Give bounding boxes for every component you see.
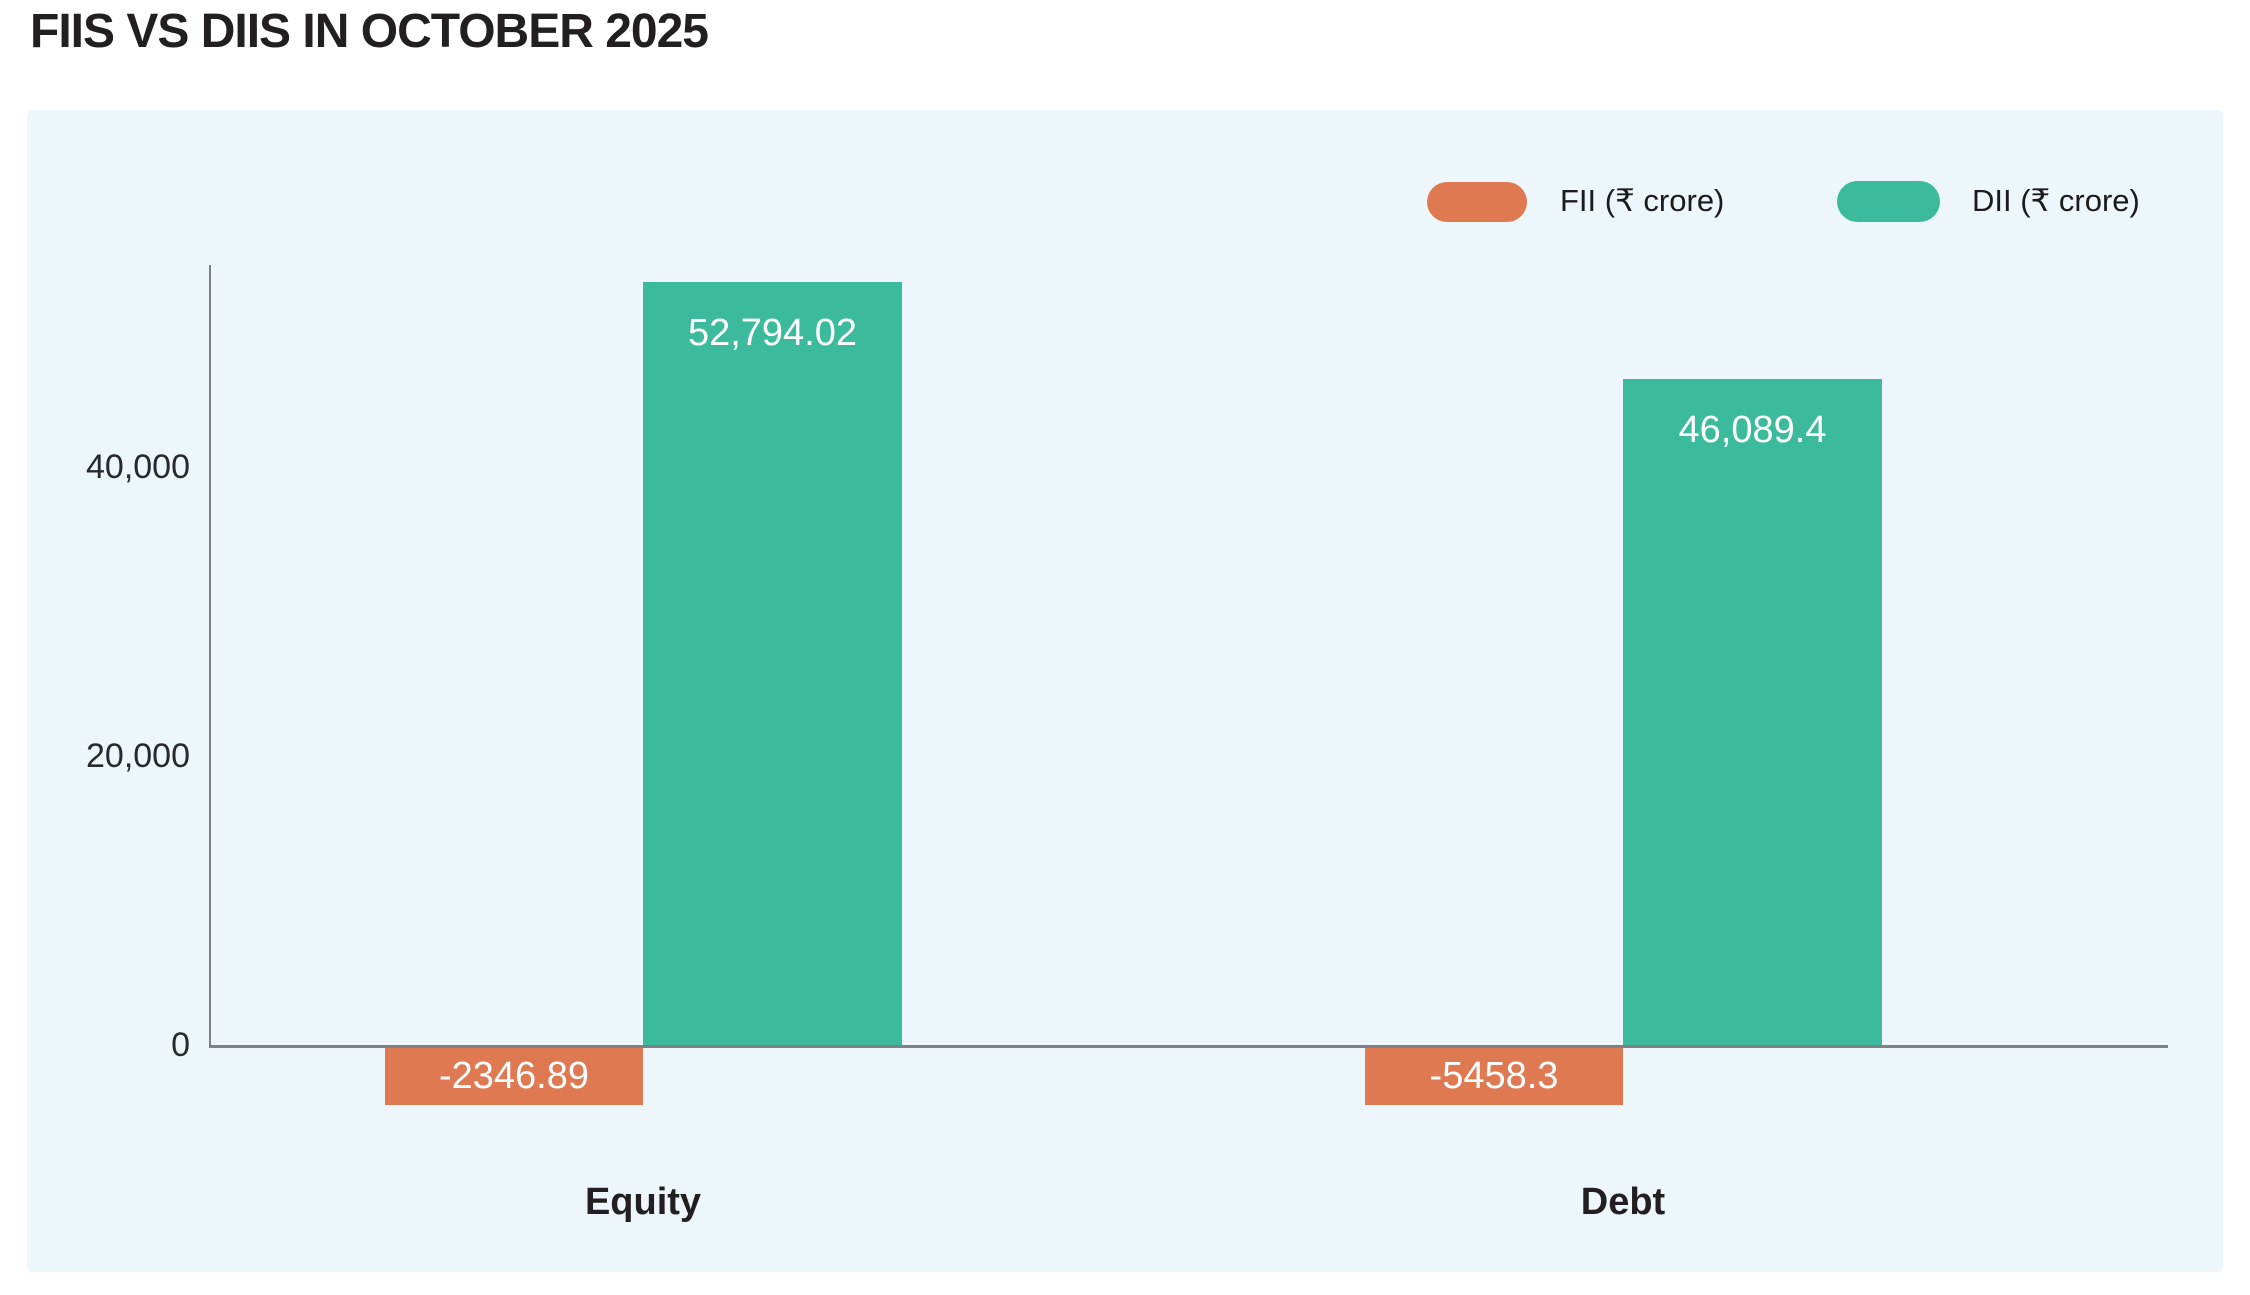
legend-label-fii[interactable]: FII (₹ crore) (1560, 183, 1725, 218)
y-tick-label-0: 0 (171, 1026, 190, 1064)
bar-dii-debt[interactable]: 46,089.4 (1623, 379, 1882, 1045)
legend-swatch-dii[interactable] (1837, 181, 1940, 222)
bar-fii-equity[interactable]: -2346.89 (385, 1048, 643, 1105)
legend-swatch-fii[interactable] (1427, 182, 1527, 222)
category-label-debt: Debt (1580, 1181, 1666, 1223)
bar-value-fii-equity: -2346.89 (438, 1055, 589, 1097)
bar-value-dii-equity: 52,794.02 (687, 312, 858, 354)
bar-value-fii-debt: -5458.3 (1429, 1055, 1559, 1097)
category-label-equity: Equity (584, 1181, 702, 1223)
bar-dii-equity[interactable]: 52,794.02 (643, 282, 902, 1045)
bar-fii-debt[interactable]: -5458.3 (1365, 1048, 1623, 1105)
chart-title: FIIS VS DIIS IN OCTOBER 2025 (30, 5, 709, 58)
y-tick-label-20000: 20,000 (86, 737, 190, 776)
x-axis-line (209, 1045, 2168, 1048)
legend-label-dii[interactable]: DII (₹ crore) (1972, 183, 2140, 218)
y-axis-line (209, 265, 211, 1048)
chart-panel (27, 110, 2223, 1272)
y-tick-label-40000: 40,000 (86, 448, 190, 487)
bar-value-dii-debt: 46,089.4 (1678, 409, 1827, 451)
